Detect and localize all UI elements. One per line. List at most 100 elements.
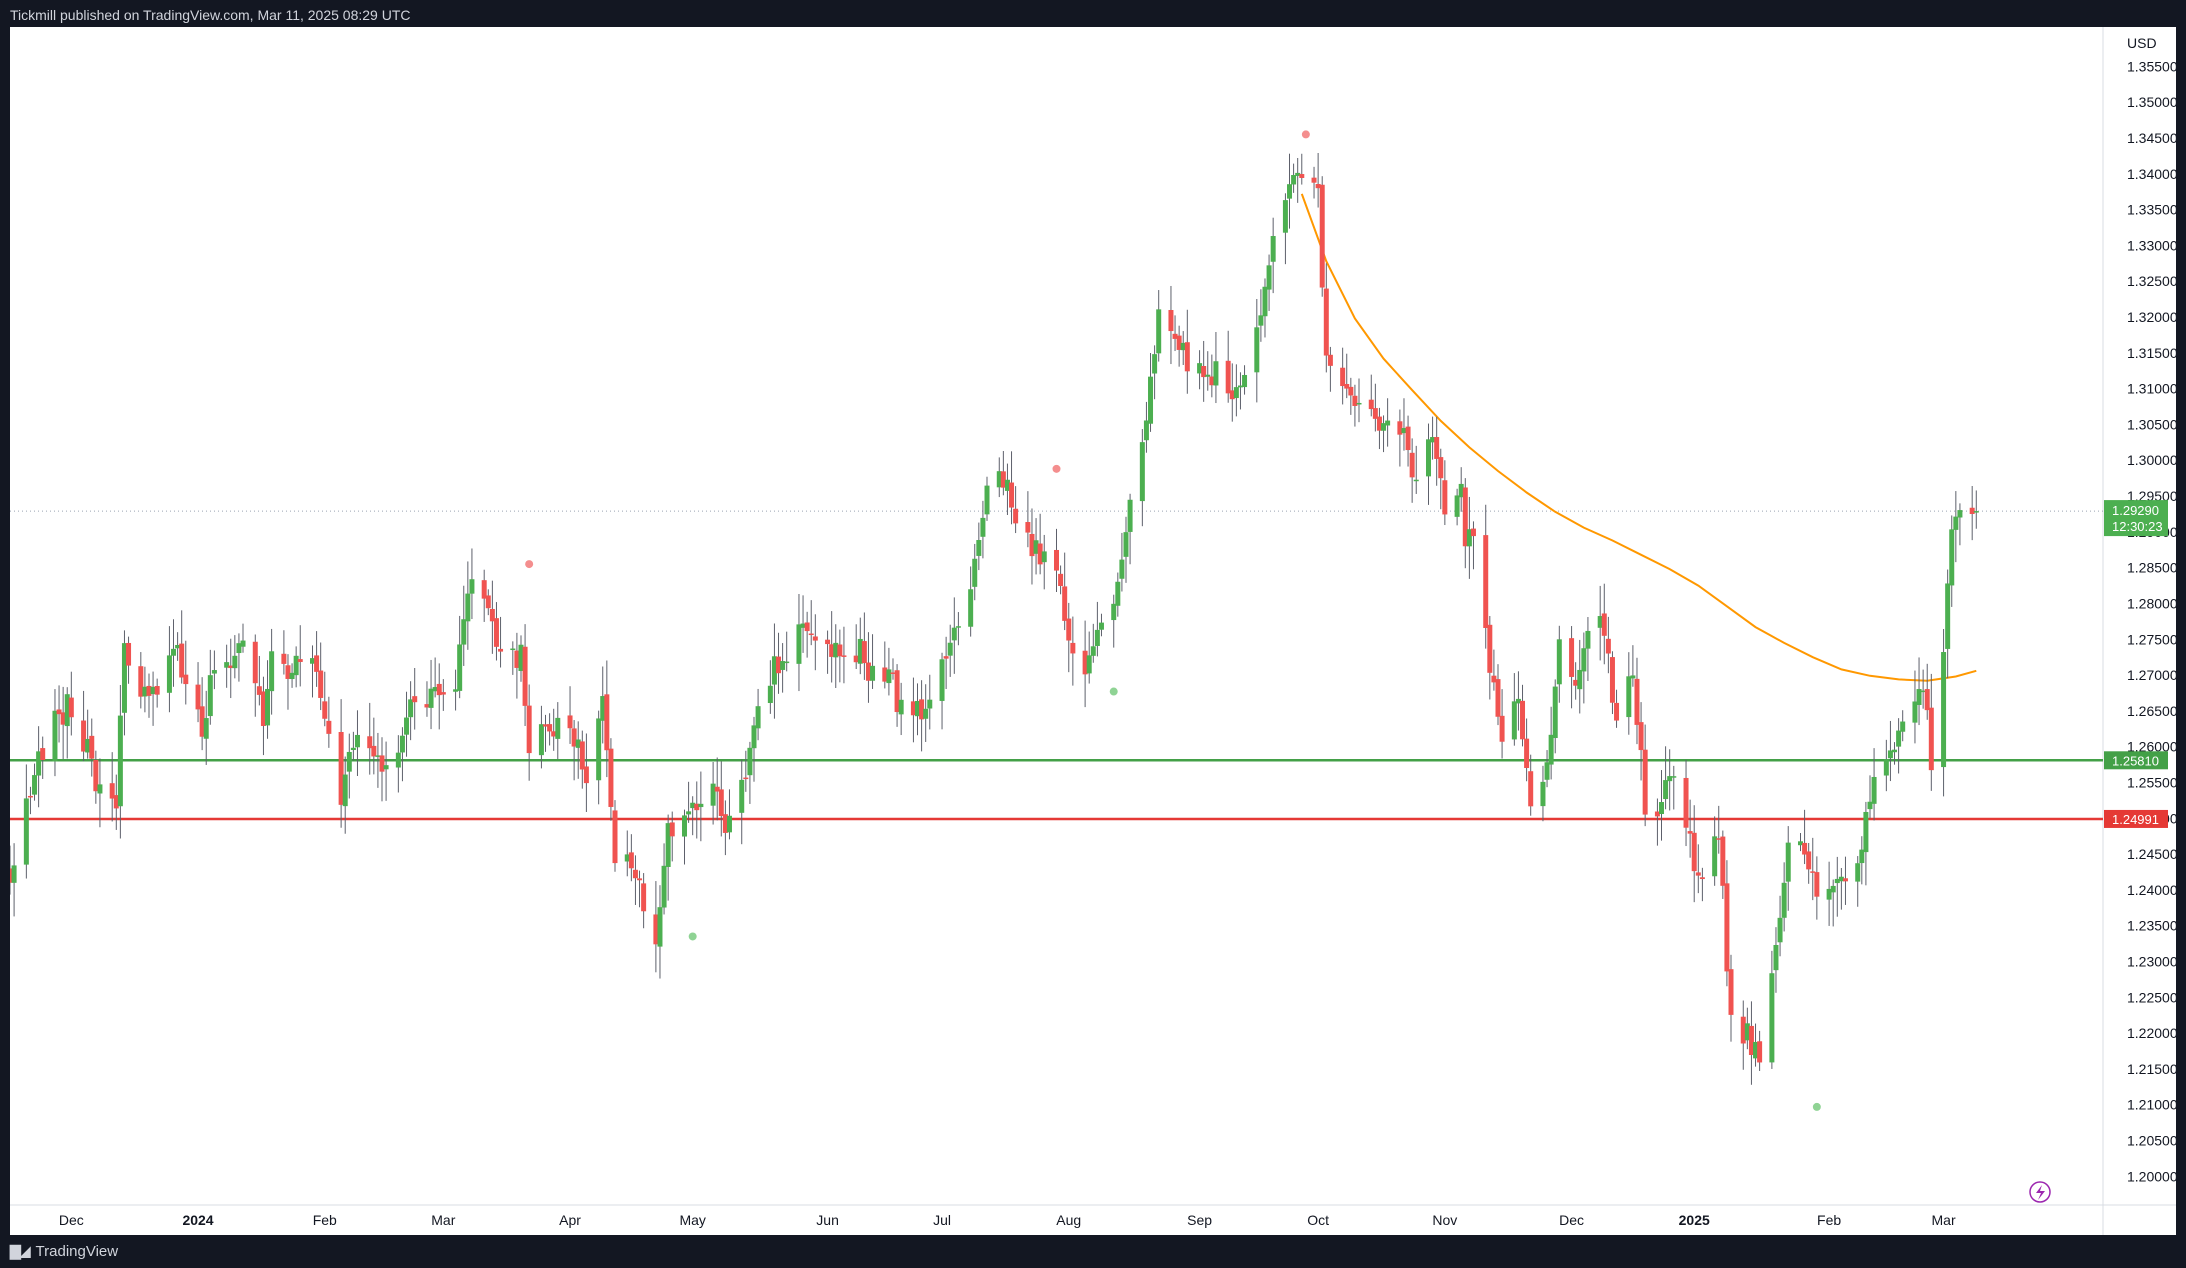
candle (812, 614, 818, 671)
price-chart[interactable]: 1.20000 1.20500 1.21000 1.21500 1.22000 1.225… (10, 27, 2176, 1235)
candle (440, 679, 446, 711)
candle (383, 741, 389, 801)
candle (224, 644, 230, 688)
candle-body (85, 738, 91, 753)
candle-body (1184, 342, 1190, 372)
candle (1425, 423, 1431, 505)
candle-body (436, 683, 442, 696)
candle-body (522, 646, 528, 706)
candle-body (1515, 698, 1521, 704)
candle-body (465, 593, 471, 622)
candle-body (1867, 801, 1873, 810)
candle (1143, 401, 1149, 453)
candle-body (32, 775, 38, 795)
candle-body (882, 667, 888, 682)
candle-body (354, 734, 360, 748)
time-tick-label: Mar (1932, 1212, 1956, 1228)
candle (1540, 765, 1546, 822)
candle-body (1585, 630, 1591, 649)
price-tick-label: 1.31000 (2127, 381, 2176, 397)
chart-area[interactable]: 1.20000 1.20500 1.21000 1.21500 1.22000 1.225… (10, 27, 2176, 1235)
price-tick-label: 1.26500 (2127, 703, 2176, 719)
candle (1172, 315, 1178, 352)
candle-body (555, 717, 561, 739)
candle-body (1381, 423, 1387, 431)
candle-body (1605, 638, 1611, 654)
candle-body (469, 579, 475, 594)
candle-body (1004, 479, 1010, 491)
candle (138, 652, 144, 709)
candle-body (1148, 376, 1154, 424)
candle-body (56, 709, 62, 715)
candle-body (1037, 543, 1043, 565)
candle-body (1139, 442, 1145, 502)
candle-body (1352, 395, 1358, 406)
candle-body (690, 802, 696, 809)
candle (1348, 377, 1354, 415)
candle (1892, 742, 1898, 765)
candle (350, 731, 356, 761)
candle-body (518, 644, 524, 672)
candle-body (440, 692, 446, 695)
candle (1344, 353, 1350, 399)
candle (837, 629, 843, 683)
candle-body (686, 811, 692, 815)
candle-body (383, 765, 389, 770)
candle (1577, 639, 1583, 714)
candle (686, 781, 692, 823)
candle-body (154, 686, 160, 695)
candle-body (1340, 367, 1346, 387)
tradingview-brand[interactable]: ▇◢ TradingView (10, 1243, 118, 1260)
candle (1973, 490, 1979, 529)
candle (1912, 670, 1918, 744)
candle (1957, 503, 1963, 546)
candle (1814, 856, 1820, 920)
candle-body (1143, 420, 1149, 441)
candle (751, 716, 757, 782)
candle-body (89, 735, 95, 759)
candle (919, 680, 925, 752)
candle-body (93, 759, 99, 792)
candle (1401, 398, 1407, 451)
candle-body (457, 644, 463, 691)
candle-body (1082, 650, 1088, 675)
candle (371, 717, 377, 775)
candle-body (1924, 689, 1930, 711)
candle-body (829, 644, 835, 657)
candle-body (1062, 586, 1068, 621)
candle-body (1630, 675, 1636, 679)
candle (354, 710, 360, 776)
candle (1139, 429, 1145, 527)
candle (1197, 350, 1203, 390)
candle (747, 741, 753, 804)
candle (236, 633, 242, 682)
candle-body (1483, 535, 1489, 628)
candle (1928, 673, 1934, 791)
candle (183, 640, 189, 705)
last-price-label: 1.29290 (2112, 503, 2159, 518)
candle (1037, 513, 1043, 575)
candle (1029, 508, 1035, 585)
candle-body (743, 777, 749, 780)
candle (976, 522, 982, 571)
pivot-low-marker (1109, 687, 1118, 696)
candle-body (1029, 533, 1035, 557)
candle (1605, 616, 1611, 674)
candle (653, 881, 659, 973)
candle-body (375, 755, 381, 757)
candle (1066, 602, 1072, 673)
candle (1654, 798, 1660, 846)
candle-body (432, 687, 438, 692)
candle-body (767, 685, 773, 704)
candle-body (498, 648, 504, 652)
candle (269, 628, 275, 715)
candle-body (1070, 642, 1076, 654)
candle (1667, 749, 1673, 811)
candle (1270, 217, 1276, 294)
candle (1687, 799, 1693, 858)
candle (457, 615, 463, 699)
candle-body (841, 655, 847, 657)
time-tick-label: Dec (59, 1212, 84, 1228)
candle-body (1376, 416, 1382, 431)
candle-body (297, 659, 303, 662)
